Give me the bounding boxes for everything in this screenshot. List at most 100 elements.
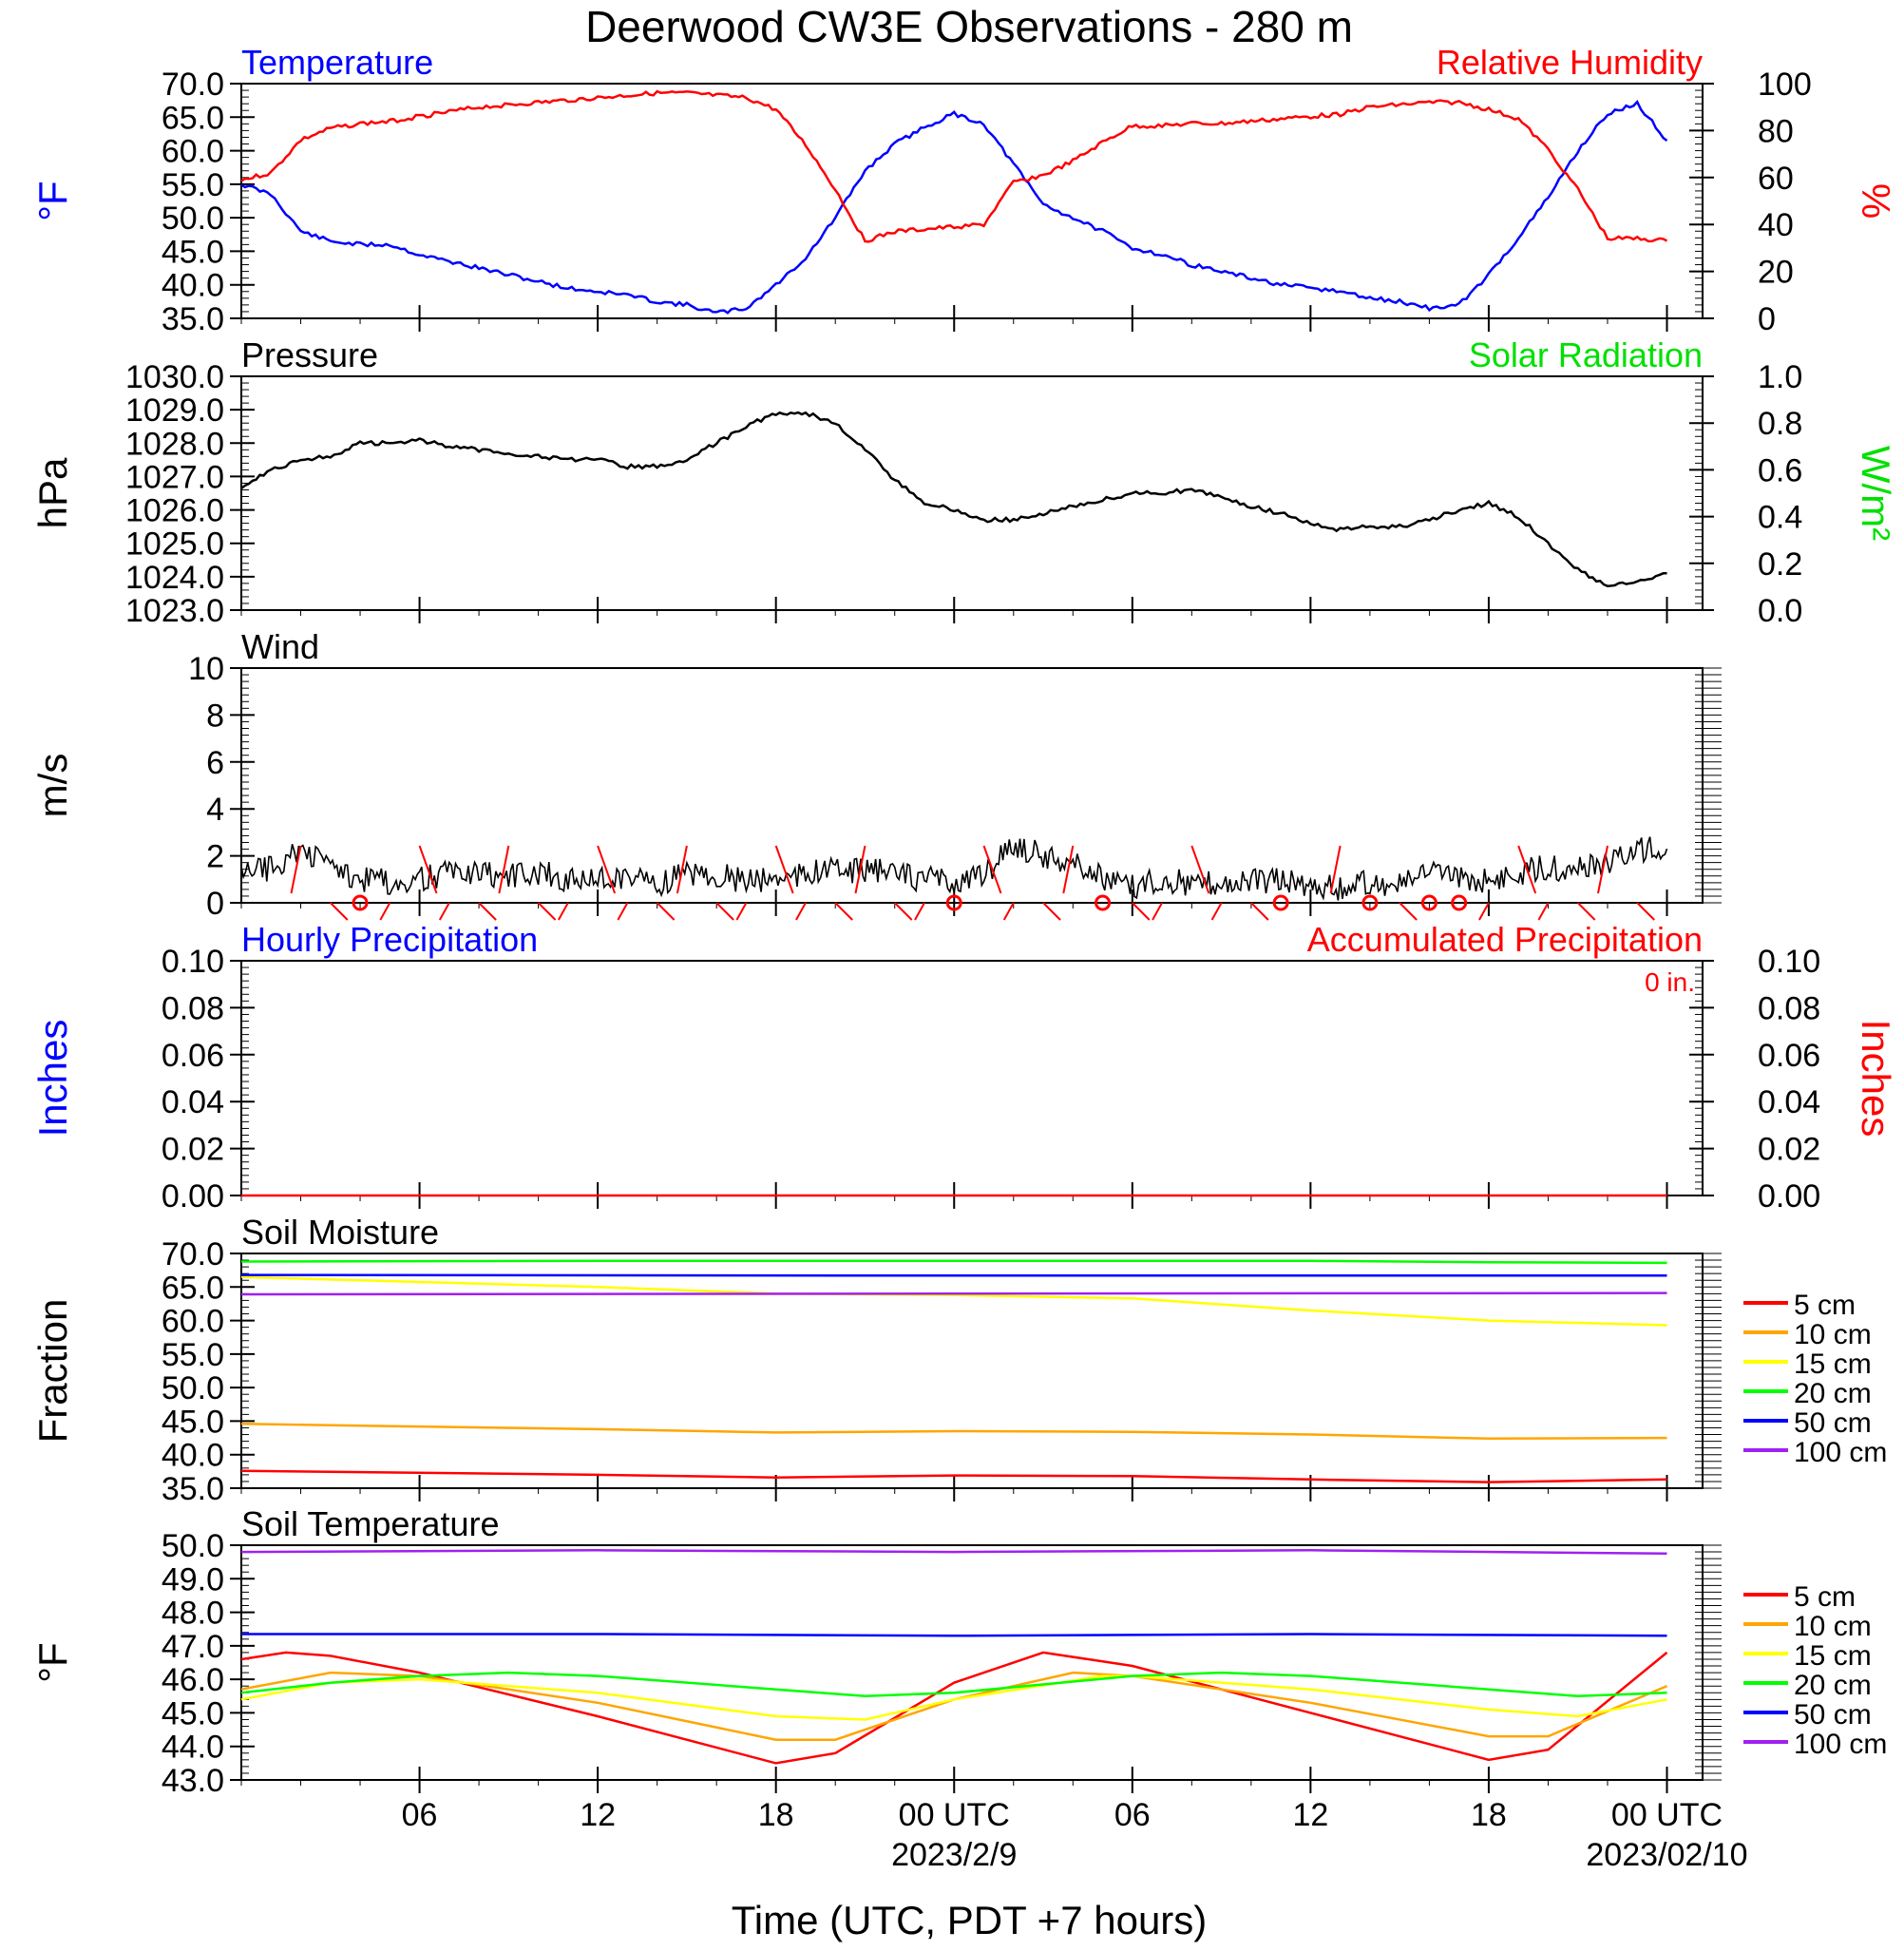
y-tick-label: 0: [206, 886, 224, 922]
panel-title-left: Wind: [241, 627, 319, 666]
legend-label: 20 cm: [1794, 1378, 1872, 1409]
y-tick-label: 1030.0: [125, 359, 224, 395]
wind-barb: [438, 902, 450, 921]
x-tick-label: 00 UTC: [1611, 1797, 1723, 1833]
wind-barb: [795, 902, 807, 921]
calm-wind-marker: [1361, 894, 1379, 911]
legend-label: 10 cm: [1794, 1611, 1872, 1642]
y-tick-label: 0.02: [162, 1132, 224, 1168]
series-line-20-cm: [240, 1671, 1667, 1698]
series-line-15-cm: [240, 1275, 1667, 1327]
y-tick-label-right: 0.08: [1758, 990, 1820, 1026]
wind-barb: [597, 845, 617, 894]
x-tick-label: 06: [1114, 1797, 1151, 1833]
y-axis-label-left: °F: [30, 181, 75, 220]
y-tick-label: 65.0: [162, 1270, 224, 1306]
wind-barb: [617, 902, 629, 921]
y-tick-label: 46.0: [162, 1662, 224, 1698]
series-line-100-cm: [240, 1291, 1667, 1296]
wind-barb: [418, 845, 438, 894]
x-date-label: 2023/02/10: [1586, 1837, 1747, 1873]
legend-label: 100 cm: [1794, 1729, 1887, 1760]
wind-barb: [1190, 845, 1210, 894]
wind-barb: [854, 845, 866, 894]
panel-pressure: 1023.01024.01025.01026.01027.01028.01029…: [30, 335, 1898, 629]
y-tick-label: 1023.0: [125, 593, 224, 629]
y-tick-label: 40.0: [162, 1438, 224, 1474]
wind-barb: [330, 902, 349, 921]
y-tick-label: 1026.0: [125, 493, 224, 529]
y-tick-label: 60.0: [162, 1304, 224, 1340]
legend-label: 5 cm: [1794, 1581, 1856, 1613]
legend-label: 5 cm: [1794, 1290, 1856, 1321]
series-line-15-cm: [240, 1674, 1667, 1721]
y-axis-label-left: Fraction: [30, 1299, 75, 1444]
y-tick-label-right: 80: [1758, 113, 1794, 149]
x-tick-label: 06: [402, 1797, 438, 1833]
y-tick-label: 0.00: [162, 1178, 224, 1215]
series-line-10-cm: [240, 1423, 1667, 1441]
y-tick-label-right: 1.0: [1758, 359, 1802, 395]
wind-barb: [894, 902, 913, 921]
legend-label: 50 cm: [1794, 1699, 1872, 1731]
wind-barb: [1596, 845, 1609, 894]
wind-barb: [1329, 845, 1342, 894]
y-tick-label-right: 0.04: [1758, 1084, 1820, 1120]
y-axis-label-left: m/s: [30, 754, 75, 818]
y-tick-label-right: 0.02: [1758, 1132, 1820, 1168]
y-tick-label: 1024.0: [125, 560, 224, 596]
y-tick-label: 55.0: [162, 1337, 224, 1373]
series-line-temperature: [240, 100, 1668, 315]
y-tick-label: 43.0: [162, 1763, 224, 1799]
chart-title: Deerwood CW3E Observations - 280 m: [585, 2, 1353, 51]
wind-barb: [1132, 902, 1151, 921]
y-tick-label: 8: [206, 698, 224, 734]
series-line-wind: [240, 836, 1668, 901]
y-tick-label: 70.0: [162, 1236, 224, 1272]
panel-title-right: Relative Humidity: [1437, 43, 1703, 82]
panel-title-right: Accumulated Precipitation: [1307, 920, 1703, 959]
panel-soil_moisture: 35.040.045.050.055.060.065.070.0 Soil Moi…: [30, 1213, 1887, 1507]
series-line-5-cm: [240, 1469, 1667, 1483]
series-line-50-cm: [241, 1633, 1667, 1637]
wind-barb: [1152, 902, 1163, 921]
legend-label: 100 cm: [1794, 1437, 1887, 1468]
calm-wind-marker: [1095, 894, 1112, 911]
calm-wind-marker: [1420, 894, 1438, 911]
y-tick-label: 1028.0: [125, 426, 224, 462]
wind-barb: [1399, 902, 1418, 921]
y-tick-label: 6: [206, 745, 224, 781]
panel-soil_temperature: 43.044.045.046.047.048.049.050.0 Soil Tem…: [30, 1504, 1887, 1873]
y-tick-label: 50.0: [162, 201, 224, 237]
y-tick-label: 0.08: [162, 990, 224, 1026]
plot-frame: [240, 1253, 1704, 1489]
wind-barb: [715, 902, 734, 921]
wind-barb: [676, 845, 688, 894]
y-tick-label-right: 60: [1758, 161, 1794, 197]
wind-barb: [914, 902, 925, 921]
panel-title-left: Soil Temperature: [241, 1504, 499, 1543]
y-tick-label-right: 0.4: [1758, 500, 1802, 536]
x-axis-label: Time (UTC, PDT +7 hours): [732, 1898, 1208, 1942]
wind-barb: [557, 902, 569, 921]
y-tick-label: 1027.0: [125, 459, 224, 495]
x-tick-label: 12: [580, 1797, 616, 1833]
wind-barb: [1250, 902, 1269, 921]
y-tick-label: 45.0: [162, 1404, 224, 1440]
y-tick-label: 47.0: [162, 1629, 224, 1665]
series-line-50-cm: [240, 1273, 1667, 1277]
wind-barb: [735, 902, 748, 921]
y-tick-label: 1029.0: [125, 392, 224, 429]
series-line-20-cm: [240, 1259, 1667, 1265]
plot-frame: [240, 83, 1704, 319]
wind-barb: [1517, 845, 1537, 894]
calm-wind-marker: [1272, 894, 1289, 911]
y-tick-label: 40.0: [162, 268, 224, 304]
y-tick-label: 4: [206, 792, 224, 828]
y-tick-label: 50.0: [162, 1370, 224, 1406]
panel-title-left: Soil Moisture: [241, 1213, 439, 1252]
wind-barb: [1537, 902, 1550, 921]
y-tick-label: 49.0: [162, 1561, 224, 1597]
y-axis-label-right: Inches: [1854, 1020, 1898, 1138]
